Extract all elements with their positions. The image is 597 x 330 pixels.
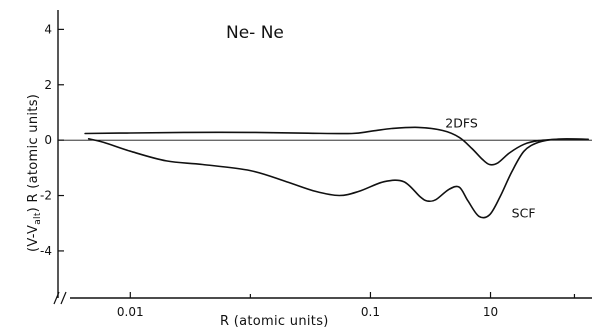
y-tick-label: 2	[44, 78, 52, 92]
y-tick-label: 4	[44, 22, 52, 36]
y-tick-label: -4	[40, 244, 52, 258]
y-axis-title: (V-Valt) R (atomic units)	[26, 94, 43, 252]
series-line-2dfs	[84, 126, 589, 166]
x-tick-label: 10	[483, 305, 498, 319]
y-tick-label: 0	[44, 133, 52, 147]
axes	[53, 10, 592, 305]
y-axis-title-subscript: alt	[33, 212, 43, 225]
x-tick-label: 0.01	[117, 305, 144, 319]
chart-title: Ne- Ne	[226, 23, 284, 43]
y-axis-title-suffix: ) R (atomic units)	[26, 94, 41, 212]
series-label-2dfs: 2DFS	[445, 116, 478, 131]
series-line-scf	[87, 138, 589, 219]
axis-break-mark	[53, 291, 67, 305]
data-series: 2DFS SCF	[84, 116, 589, 221]
y-tick-label: -2	[40, 189, 52, 203]
series-label-scf: SCF	[512, 206, 536, 221]
tick-marks: 4 2 0 -2 -4 0.01 0.1 10	[40, 22, 576, 319]
x-tick-label: 0.1	[361, 305, 380, 319]
x-axis-title: R (atomic units)	[220, 314, 329, 329]
y-axis-title-main: (V-V	[26, 225, 41, 252]
